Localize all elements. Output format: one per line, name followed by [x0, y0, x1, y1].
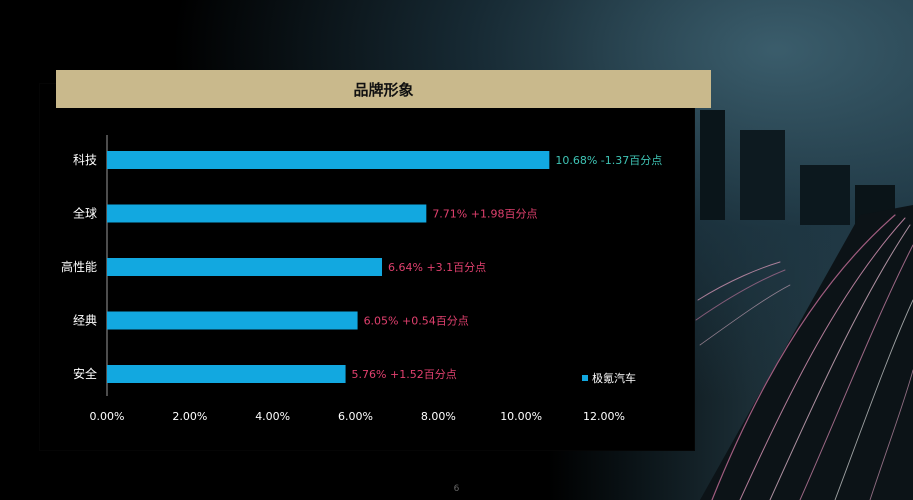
bar — [107, 365, 346, 383]
category-label: 高性能 — [61, 259, 97, 274]
category-label: 安全 — [73, 366, 97, 381]
data-label: 5.76% +1.52百分点 — [352, 368, 457, 381]
bar — [107, 311, 358, 330]
legend-label: 极氪汽车 — [592, 371, 636, 385]
data-label: 6.64% +3.1百分点 — [388, 261, 486, 274]
data-label: 6.05% +0.54百分点 — [364, 315, 469, 328]
chart-title: 品牌形象 — [353, 80, 414, 99]
data-label: 7.71% +1.98百分点 — [432, 208, 537, 221]
x-tick-label: 6.00% — [338, 410, 373, 423]
x-tick-label: 4.00% — [255, 410, 290, 423]
category-label: 全球 — [73, 206, 97, 221]
x-tick-label: 12.00% — [583, 410, 625, 423]
x-tick-label: 10.00% — [500, 410, 542, 423]
legend-swatch — [582, 375, 588, 381]
x-tick-label: 8.00% — [421, 410, 456, 423]
x-tick-label: 0.00% — [90, 410, 125, 423]
bar — [107, 204, 427, 223]
data-label: 10.68% -1.37百分点 — [555, 154, 662, 167]
chart-title-bar: 品牌形象 — [56, 70, 711, 108]
category-label: 科技 — [73, 153, 97, 167]
category-label: 经典 — [73, 314, 97, 328]
page-number: 6 — [453, 484, 460, 494]
bar — [107, 258, 383, 276]
x-tick-label: 2.00% — [172, 410, 207, 423]
bar — [107, 151, 550, 169]
